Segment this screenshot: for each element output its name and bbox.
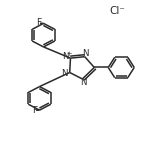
Text: F: F	[32, 106, 37, 115]
Text: N: N	[80, 78, 86, 87]
Text: F: F	[36, 18, 41, 27]
Text: N: N	[61, 69, 68, 78]
Text: N: N	[62, 52, 69, 61]
Text: Cl⁻: Cl⁻	[109, 7, 125, 17]
Text: N: N	[82, 49, 89, 58]
Text: +: +	[66, 51, 72, 57]
